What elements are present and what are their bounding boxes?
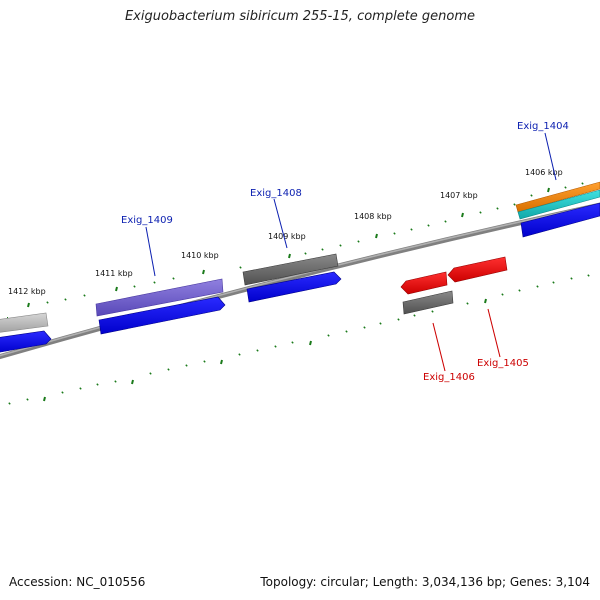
cds-exig-1409[interactable] xyxy=(98,296,226,335)
genome-summary-text: Topology: circular; Length: 3,034,136 bp… xyxy=(260,575,590,589)
leader-exig-1404 xyxy=(544,132,557,181)
tick-label-1408: 1408 kbp xyxy=(354,212,392,221)
map-title: Exiguobacterium sibiricum 255-15, comple… xyxy=(124,9,476,24)
gene-exig-1405[interactable] xyxy=(447,256,508,283)
genome-backbone-highlight xyxy=(0,203,600,357)
cds-exig-1408[interactable] xyxy=(246,271,342,303)
gene-exig-1409[interactable] xyxy=(95,278,224,317)
tick-label-1412: 1412 kbp xyxy=(8,287,46,296)
gene-label-exig-1406[interactable]: Exig_1406 xyxy=(423,372,475,383)
gene-cyan-1404[interactable] xyxy=(517,189,600,220)
tick-label-1406: 1406 kbp xyxy=(525,168,563,177)
tick-label-1409: 1409 kbp xyxy=(268,232,306,241)
tick-label-1411: 1411 kbp xyxy=(95,269,133,278)
gene-label-exig-1405[interactable]: Exig_1405 xyxy=(477,358,529,369)
gene-label-exig-1408[interactable]: Exig_1408 xyxy=(250,188,302,199)
leader-exig-1409 xyxy=(145,226,156,277)
gene-label-exig-1409[interactable]: Exig_1409 xyxy=(121,215,173,226)
inner-tick-ring xyxy=(8,274,590,405)
gene-gray-1406[interactable] xyxy=(402,290,454,315)
gene-lightgray-1412[interactable] xyxy=(0,312,49,333)
cds-left-edge[interactable] xyxy=(0,330,52,353)
tick-label-1410: 1410 kbp xyxy=(181,251,219,260)
leader-exig-1405 xyxy=(487,308,501,358)
genome-backbone xyxy=(0,202,600,360)
outer-tick-ring xyxy=(7,182,584,319)
gene-exig-1406[interactable] xyxy=(400,271,448,295)
leader-exig-1408 xyxy=(273,198,288,249)
tick-label-1407: 1407 kbp xyxy=(440,191,478,200)
gene-orange-1404[interactable] xyxy=(515,181,600,213)
leader-exig-1406 xyxy=(432,322,446,372)
accession-text: Accession: NC_010556 xyxy=(9,575,146,589)
gene-gray-1408[interactable] xyxy=(242,253,339,286)
cds-exig-1404[interactable] xyxy=(520,202,600,238)
gene-label-exig-1404[interactable]: Exig_1404 xyxy=(517,121,569,132)
